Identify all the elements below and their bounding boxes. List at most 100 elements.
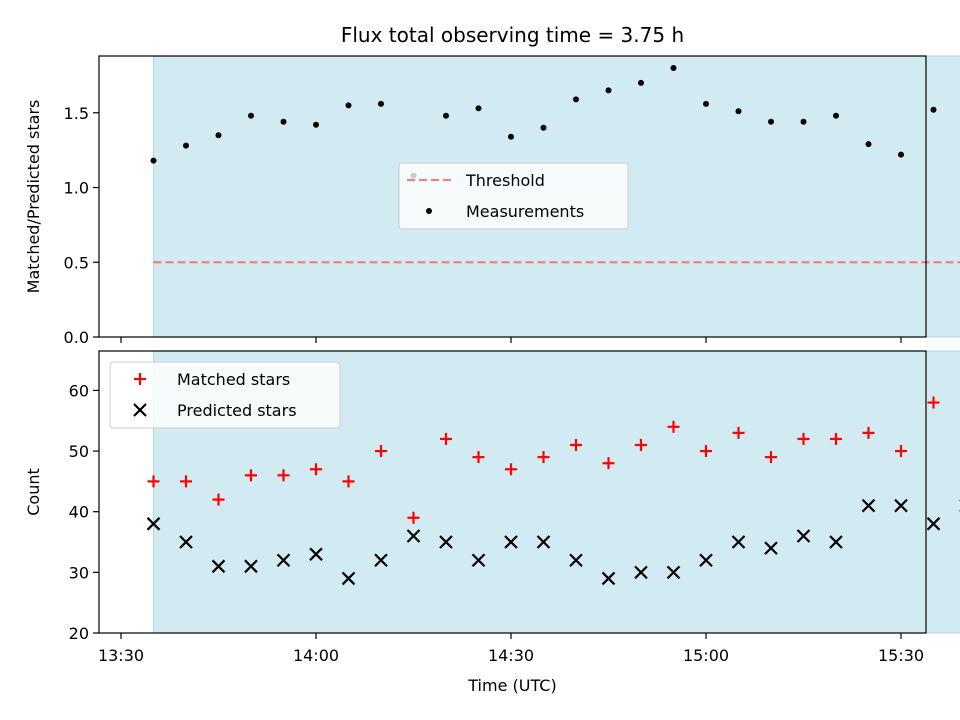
measurement-point	[378, 100, 384, 107]
y-tick-label: 20	[69, 624, 89, 643]
predicted-star-point	[211, 559, 226, 574]
matched-star-point	[765, 451, 777, 464]
matched-star-point	[862, 426, 875, 439]
predicted-star-point	[179, 535, 193, 549]
top-y-ticks: 0.0 0.5 1.0 1.5	[64, 104, 99, 347]
legend-measurements-swatch	[426, 208, 432, 214]
measurement-point	[280, 118, 287, 125]
legend-matched-swatch	[134, 373, 146, 385]
legend-matched-label: Matched stars	[177, 370, 290, 389]
matched-star-point	[245, 469, 257, 482]
predicted-star-point	[666, 565, 681, 580]
top-x-ticks	[120, 337, 902, 343]
predicted-star-point	[601, 571, 616, 586]
y-tick-label: 40	[69, 503, 89, 522]
matched-star-point	[602, 457, 615, 470]
predicted-star-point	[309, 547, 323, 561]
matched-stars-points	[147, 396, 940, 524]
predicted-star-point	[374, 553, 388, 568]
legend-matched-marker	[134, 373, 146, 385]
matched-star-point	[505, 463, 517, 476]
matched-star-point	[927, 396, 940, 409]
matched-star-point	[407, 511, 420, 524]
y-tick-label: 1.5	[64, 104, 89, 123]
matched-star-point	[570, 439, 582, 451]
measurement-point	[930, 106, 937, 113]
predicted-star-point	[731, 535, 746, 549]
predicted-star-point	[926, 517, 941, 531]
predicted-star-point	[406, 529, 421, 543]
bottom-legend: Matched stars Predicted stars	[109, 361, 341, 429]
predicted-star-point	[699, 553, 713, 568]
predicted-star-point	[536, 535, 551, 549]
measurement-point	[313, 121, 319, 128]
matched-star-point	[537, 451, 550, 464]
matched-star-point	[440, 432, 452, 445]
measurement-point	[898, 151, 904, 158]
measurement-point	[475, 105, 482, 112]
matched-star-point	[147, 475, 160, 488]
legend-measurements-label: Measurements	[466, 202, 584, 221]
y-tick-label: 0.0	[64, 328, 89, 347]
bottom-x-ticks: 13:3014:0014:3015:0015:3016:0016:3017:00…	[98, 633, 924, 665]
x-tick-label: 14:30	[488, 646, 534, 665]
y-tick-label: 30	[69, 563, 89, 582]
bottom-legend-box	[109, 361, 341, 429]
measurement-point	[150, 157, 157, 164]
x-tick-label: 15:00	[683, 646, 729, 665]
measurement-points	[150, 64, 937, 179]
matched-star-point	[277, 469, 290, 482]
measurement-point	[605, 87, 612, 94]
measurement-point	[833, 112, 839, 119]
matched-star-point	[667, 420, 680, 433]
measurement-point	[670, 64, 677, 71]
matched-star-point	[830, 432, 842, 445]
matched-star-point	[895, 445, 907, 458]
matched-star-point	[375, 445, 387, 458]
matched-star-point	[700, 445, 712, 458]
measurement-point	[735, 108, 742, 115]
predicted-star-point	[569, 553, 583, 568]
predicted-star-point	[796, 529, 811, 543]
measurement-point	[345, 102, 352, 109]
x-tick-label: 13:30	[98, 646, 144, 665]
x-tick-label: 15:30	[878, 646, 924, 665]
bottom-y-axis-label: Count	[24, 468, 43, 516]
x-axis-label: Time (UTC)	[467, 676, 556, 695]
predicted-star-point	[861, 498, 876, 513]
predicted-star-point	[146, 517, 161, 531]
predicted-star-point	[894, 498, 908, 513]
measurement-point	[573, 96, 579, 103]
predicted-star-point	[764, 541, 778, 555]
bottom-y-ticks: 20 30 40 50 60	[69, 381, 99, 643]
predicted-star-point	[439, 535, 453, 549]
matched-star-point	[472, 451, 485, 464]
matched-star-point	[732, 426, 745, 439]
top-legend-box	[398, 162, 629, 230]
legend-predicted-marker	[133, 403, 147, 417]
y-tick-label: 60	[69, 381, 89, 400]
x-tick-label: 14:00	[293, 646, 339, 665]
predicted-star-point	[504, 535, 518, 549]
measurement-point	[443, 112, 449, 119]
predicted-star-point	[829, 535, 843, 549]
measurement-point	[865, 141, 872, 148]
measurement-point	[183, 142, 189, 149]
matched-star-point	[180, 475, 192, 488]
measurement-point	[215, 132, 222, 139]
matched-star-point	[212, 493, 225, 506]
bottom-axes-frame	[98, 350, 927, 634]
predicted-star-point	[471, 553, 486, 568]
matched-star-point	[342, 475, 355, 488]
y-tick-label: 50	[69, 442, 89, 461]
y-tick-label: 0.5	[64, 253, 89, 272]
y-tick-label: 1.0	[64, 179, 89, 198]
matched-star-point	[635, 439, 647, 451]
measurement-point	[540, 124, 547, 131]
measurement-point	[508, 133, 514, 140]
predicted-star-point	[276, 553, 291, 568]
predicted-stars-points	[146, 498, 960, 586]
measurement-point	[638, 79, 644, 86]
